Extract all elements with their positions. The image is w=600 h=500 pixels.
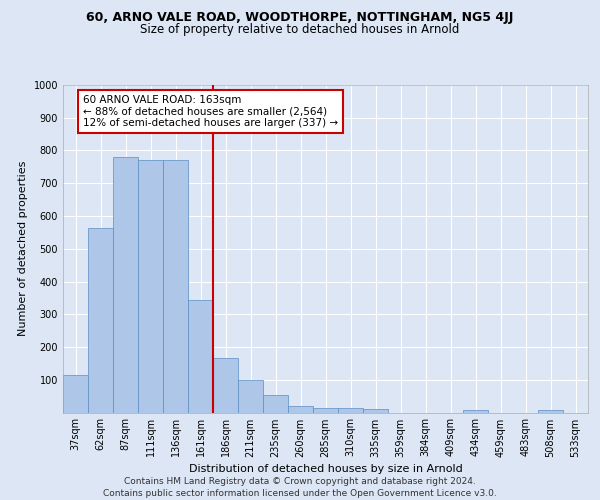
Text: Contains HM Land Registry data © Crown copyright and database right 2024.
Contai: Contains HM Land Registry data © Crown c… <box>103 476 497 498</box>
Text: Size of property relative to detached houses in Arnold: Size of property relative to detached ho… <box>140 24 460 36</box>
Bar <box>238 380 263 412</box>
Bar <box>63 376 88 412</box>
Y-axis label: Number of detached properties: Number of detached properties <box>18 161 28 336</box>
Bar <box>188 300 213 412</box>
Bar <box>363 409 388 412</box>
Bar <box>313 408 338 412</box>
Bar <box>213 358 238 412</box>
X-axis label: Distribution of detached houses by size in Arnold: Distribution of detached houses by size … <box>188 464 463 473</box>
Text: 60 ARNO VALE ROAD: 163sqm
← 88% of detached houses are smaller (2,564)
12% of se: 60 ARNO VALE ROAD: 163sqm ← 88% of detac… <box>83 95 338 128</box>
Bar <box>138 160 163 412</box>
Bar <box>88 228 113 412</box>
Text: 60, ARNO VALE ROAD, WOODTHORPE, NOTTINGHAM, NG5 4JJ: 60, ARNO VALE ROAD, WOODTHORPE, NOTTINGH… <box>86 11 514 24</box>
Bar <box>538 410 563 412</box>
Bar <box>463 410 488 412</box>
Bar <box>163 160 188 412</box>
Bar <box>113 157 138 412</box>
Bar <box>338 408 363 412</box>
Bar <box>288 406 313 412</box>
Bar <box>263 396 288 412</box>
